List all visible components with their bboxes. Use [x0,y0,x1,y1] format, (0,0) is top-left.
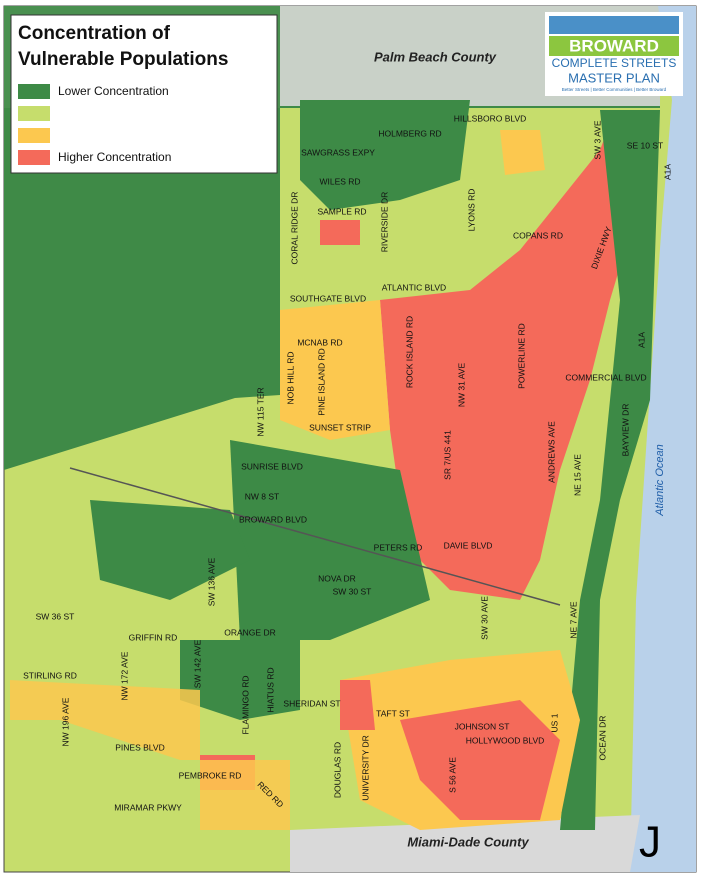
road-label: NOVA DR [318,573,356,583]
low-patch [300,100,470,210]
miami-dade-area [290,815,640,872]
road-label: TAFT ST [376,708,410,718]
road-label: A1A [662,164,672,180]
logo-band [549,36,679,56]
road-label: NW 8 ST [245,491,279,501]
road-label: CORAL RIDGE DR [289,192,299,265]
county-label: Palm Beach County [374,49,497,64]
road-label: BROWARD BLVD [239,514,307,524]
legend-title: Concentration of Vulnerable Populations [18,23,228,70]
road-label: HIATUS RD [265,667,275,712]
road-label: COMMERCIAL BLVD [565,372,646,382]
road-label: SAWGRASS EXPY [301,147,375,157]
legend-swatch [18,128,50,143]
high-patch [340,680,375,730]
road-label: HILLSBORO BLVD [454,113,527,123]
road-label: RIVERSIDE DR [379,192,389,252]
road-label: PEMBROKE RD [179,770,242,780]
road-label: NE 15 AVE [572,454,582,496]
road-label: COPANS RD [513,230,563,240]
road-label: JOHNSON ST [455,721,510,731]
road-label: ATLANTIC BLVD [382,282,446,292]
legend-items: Lower Concentration Higher Concentration [18,84,171,165]
ocean [630,6,696,872]
logo-tagline: Better Streets | Better Communities | Be… [562,87,667,92]
low-patch [180,640,300,720]
road-label: OCEAN DR [597,716,607,761]
high-patch [380,110,650,600]
legend-box [10,14,278,174]
road-label: PINES BLVD [115,742,164,752]
legend-swatch [18,150,50,165]
road-label: LYONS RD [466,189,476,232]
county-label: Miami-Dade County [407,834,529,849]
road-label: STIRLING RD [23,670,77,680]
water-label: Atlantic Ocean [654,444,666,517]
road-label: FLAMINGO RD [240,675,250,734]
low-patch [90,500,250,600]
road-label: SUNRISE BLVD [241,461,303,471]
road-label: PINE ISLAND RD [316,348,326,416]
road-label: SW 3 AVE [592,120,602,159]
logo-text: COMPLETE STREETS [552,56,677,70]
highway [69,467,561,606]
road-label: NW 115 TER [255,387,265,436]
road-label: SHERIDAN ST [283,698,340,708]
sheet-label: J [639,818,661,867]
road-label: DOUGLAS RD [332,742,342,798]
road-label: SOUTHGATE BLVD [290,293,366,303]
high-patch [320,220,360,245]
road-label: ANDREWS AVE [546,421,556,483]
road-label: SW 30 ST [333,586,372,596]
road-label: SW 36 ST [36,611,75,621]
mid-patch [10,680,290,830]
legend-label: Higher Concentration [58,150,171,164]
road-label: HOLLYWOOD BLVD [466,735,545,745]
logo: BROWARD COMPLETE STREETS MASTER PLAN Bet… [545,12,683,96]
road-label: BAYVIEW DR [620,404,630,457]
road-label: S 56 AVE [447,757,457,793]
low-patch [560,110,660,830]
road-label: SW 142 AVE [192,639,202,688]
road-label: GRIFFIN RD [129,632,178,642]
road-label: PETERS RD [374,542,423,552]
concentration-patches [10,100,660,830]
road-label: NW 31 AVE [456,363,466,408]
mid-patch [280,300,390,440]
logo-text: MASTER PLAN [568,70,660,85]
logo-text: BROWARD [569,36,659,55]
road-label: US 1 [549,713,559,732]
road-label: SUNSET STRIP [309,422,371,432]
road-label: UNIVERSITY DR [360,735,370,801]
road-label: NE 7 AVE [568,601,578,638]
road-label: MCNAB RD [297,337,342,347]
legend-swatch [18,84,50,99]
legend-label: Lower Concentration [58,84,169,98]
road-label: MIRAMAR PKWY [114,802,182,812]
road-label: NOB HILL RD [285,351,295,404]
road-label: NW 196 AVE [60,697,70,746]
road-label: SW 30 AVE [479,596,489,640]
road-label: A1A [636,332,646,348]
legend-swatch [18,106,50,121]
road-label: WILES RD [319,176,360,186]
road-label: SAMPLE RD [317,206,366,216]
road-label: SE 10 ST [627,140,663,150]
high-patch [400,700,560,820]
mid-patch [500,130,545,175]
road-label: DAVIE BLVD [444,540,493,550]
road-label: SW 136 AVE [206,557,216,606]
road-label: ROCK ISLAND RD [404,316,414,388]
road-label: NW 172 AVE [119,651,129,700]
road-label: POWERLINE RD [516,323,526,389]
road-label: SR 7/US 441 [442,430,452,480]
road-label: ORANGE DR [224,627,275,637]
legend: Concentration of Vulnerable Populations L… [10,14,278,174]
logo-icons [549,16,679,34]
road-label: HOLMBERG RD [378,128,441,138]
